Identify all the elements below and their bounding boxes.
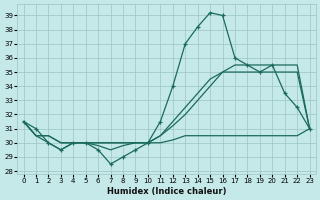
X-axis label: Humidex (Indice chaleur): Humidex (Indice chaleur) (107, 187, 226, 196)
